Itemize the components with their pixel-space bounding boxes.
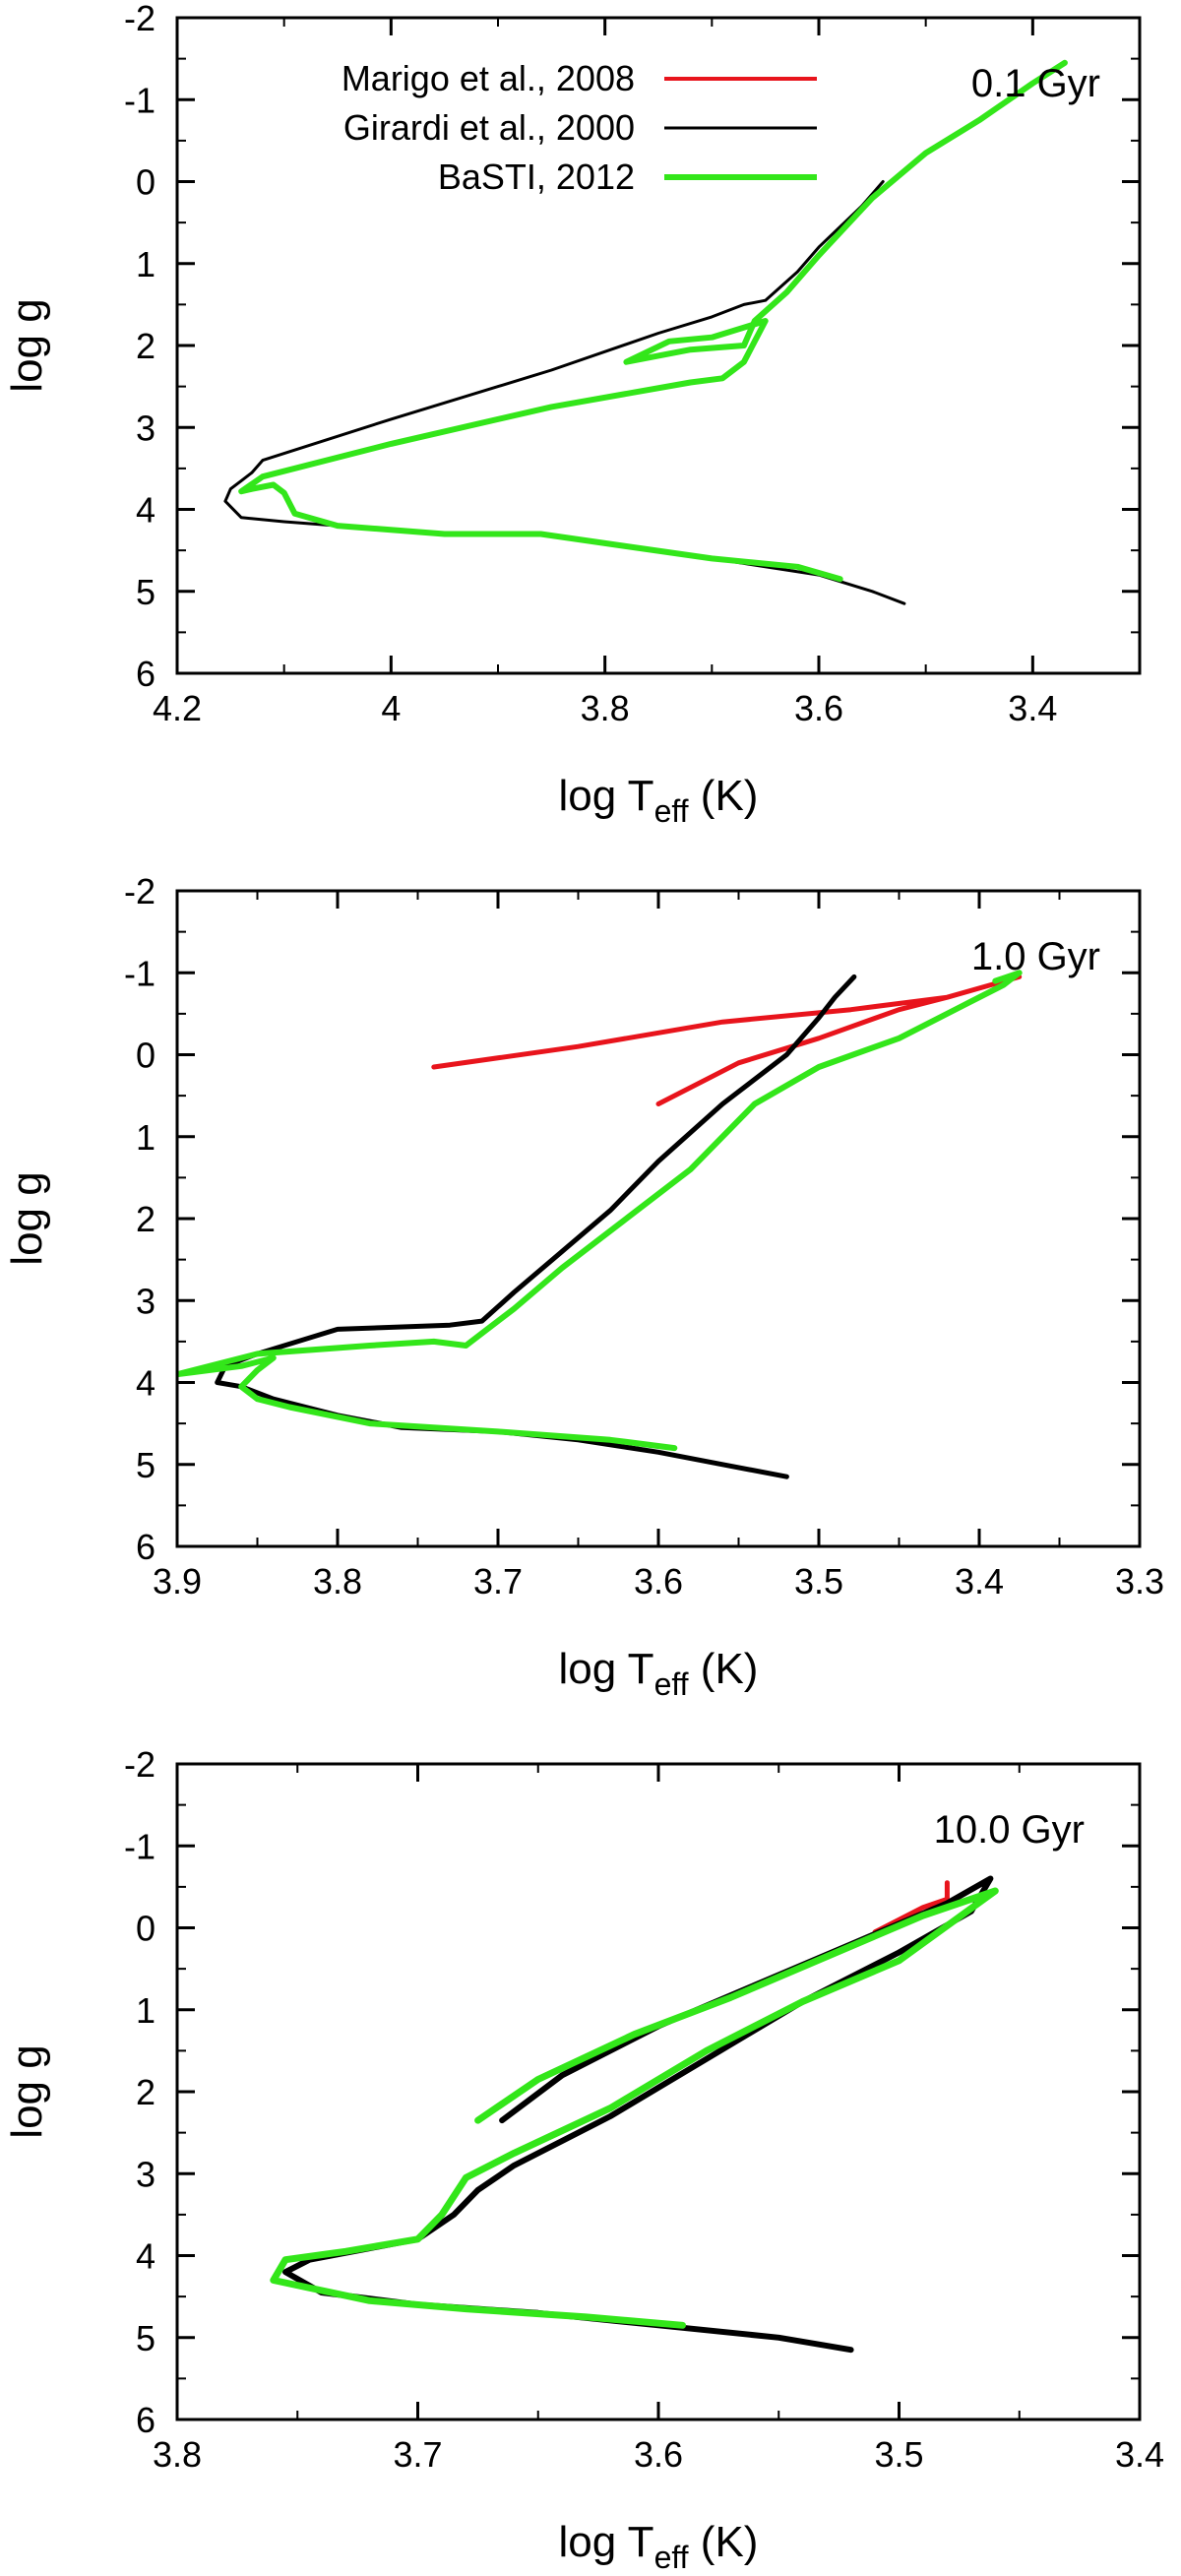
panel-2-series-marigo [872,1880,950,1935]
panel-1-ytick-label: -2 [124,871,155,911]
panel-1-xtick-label: 3.8 [313,1561,362,1602]
panel-1-ticks: 3.9 3.8 3.7 3.6 3.5 3.4 3.3 -2 -1 0 1 2 3 4 5 6 [124,871,1164,1602]
panel-1-xtick-label: 3.5 [794,1561,843,1602]
panel-2-ytick-label: 4 [136,2236,155,2277]
panel-1-annotation: 1.0 Gyr [971,935,1100,978]
panel-2-xtick-label: 3.5 [874,2434,923,2475]
panel-2-ytick-label: 5 [136,2318,155,2358]
legend-label-marigo: Marigo et al., 2008 [342,58,635,98]
panel-0-ytick-label: 4 [136,490,155,531]
panel-2-xtick-label: 3.7 [393,2434,442,2475]
panel-0-ytick-label: -1 [124,80,155,120]
panel-0-ytick-label: -2 [124,0,155,38]
panel-1-ytick-label: 1 [136,1117,155,1158]
panel-2-ytick-label: 3 [136,2154,155,2194]
panel-2-ytick-label: -2 [124,1744,155,1785]
panel-0-xlabel-sub: eff [654,793,689,829]
legend: Marigo et al., 2008 Girardi et al., 2000… [342,58,817,197]
legend-label-girardi: Girardi et al., 2000 [343,107,635,148]
panel-2-annotation: 10.0 Gyr [934,1808,1085,1852]
panel-0-xtick-label: 3.4 [1008,688,1057,728]
panel-1-ytick-label: -1 [124,953,155,993]
panel-1-xlabel-unit: (K) [689,1645,759,1693]
panel-0: 4.2 4 3.8 3.6 3.4 -2 -1 0 1 2 3 4 5 6 0.1 Gyr log g l… [3,0,1142,829]
panel-2-ytick-label: 2 [136,2072,155,2112]
panel-2-xtick-label: 3.4 [1115,2434,1164,2475]
panel-0-ytick-label: 6 [136,654,155,694]
panel-1-xtick-label: 3.9 [153,1561,202,1602]
panel-2-ytick-label: 1 [136,1990,155,2031]
panel-0-xtick-label: 3.6 [794,688,843,728]
panel-1-xtick-label: 3.3 [1115,1561,1164,1602]
panel-1: 3.9 3.8 3.7 3.6 3.5 3.4 3.3 -2 -1 0 1 2 3 4 5 6 1.0 Gyr… [3,871,1164,1702]
panel-2-xlabel-sub: eff [654,2540,689,2575]
panel-2-xlabel-main: log T [559,2518,654,2566]
panel-0-ytick-label: 5 [136,572,155,612]
panel-0-xtick-label: 4.2 [153,688,202,728]
panel-2-xtick-label: 3.6 [634,2434,683,2475]
legend-item-marigo: Marigo et al., 2008 [342,58,817,98]
panel-2-series-basti [270,1887,999,2329]
panel-0-xtick-label: 4 [381,688,401,728]
panel-0-annotation: 0.1 Gyr [971,62,1100,105]
panel-1-xlabel: log Teff (K) [559,1645,759,1702]
panel-0-xtick-label: 3.8 [581,688,630,728]
panel-1-ytick-label: 6 [136,1527,155,1567]
panel-2-ticks: 3.8 3.7 3.6 3.5 3.4 -2 -1 0 1 2 3 4 5 6 [124,1744,1164,2475]
panel-2: 3.8 3.7 3.6 3.5 3.4 -2 -1 0 1 2 3 4 5 6 10.0 Gyr log … [3,1744,1164,2575]
panel-0-ticks: 4.2 4 3.8 3.6 3.4 -2 -1 0 1 2 3 4 5 6 [124,0,1140,728]
panel-1-ytick-label: 0 [136,1036,155,1076]
panel-1-xtick-label: 3.4 [955,1561,1004,1602]
legend-item-basti: BaSTI, 2012 [438,157,817,197]
panel-0-ylabel: log g [3,298,51,392]
panel-1-xtick-label: 3.7 [473,1561,523,1602]
panel-0-ytick-label: 0 [136,162,155,203]
panel-1-xtick-label: 3.6 [634,1561,683,1602]
panel-0-ytick-label: 1 [136,244,155,284]
legend-item-girardi: Girardi et al., 2000 [343,107,817,148]
panel-0-xlabel: log Teff (K) [559,772,759,829]
legend-label-basti: BaSTI, 2012 [438,157,635,197]
panel-2-ytick-label: 0 [136,1909,155,1949]
panel-1-ylabel: log g [3,1171,51,1265]
panel-1-ytick-label: 2 [136,1199,155,1239]
panel-0-lines [223,59,1068,605]
panel-0-series-basti [238,59,1068,583]
panel-0-xlabel-unit: (K) [689,772,759,820]
panel-0-ytick-label: 2 [136,326,155,366]
panel-0-xlabel-main: log T [559,772,654,820]
panel-0-ytick-label: 3 [136,408,155,448]
panel-2-xtick-label: 3.8 [153,2434,202,2475]
panel-1-ytick-label: 4 [136,1363,155,1404]
panel-2-ytick-label: -1 [124,1826,155,1866]
panel-1-ytick-label: 3 [136,1281,155,1321]
panel-1-xlabel-main: log T [559,1645,654,1693]
panel-1-ytick-label: 5 [136,1445,155,1485]
panel-1-lines [177,970,1023,1479]
panel-2-xlabel: log Teff (K) [559,2518,759,2575]
panel-2-lines [270,1875,999,2354]
panel-2-xlabel-unit: (K) [689,2518,759,2566]
panel-2-ylabel: log g [3,2044,51,2138]
panel-2-ytick-label: 6 [136,2400,155,2440]
panel-1-xlabel-sub: eff [654,1666,689,1702]
panel-1-series-basti [177,970,1023,1452]
